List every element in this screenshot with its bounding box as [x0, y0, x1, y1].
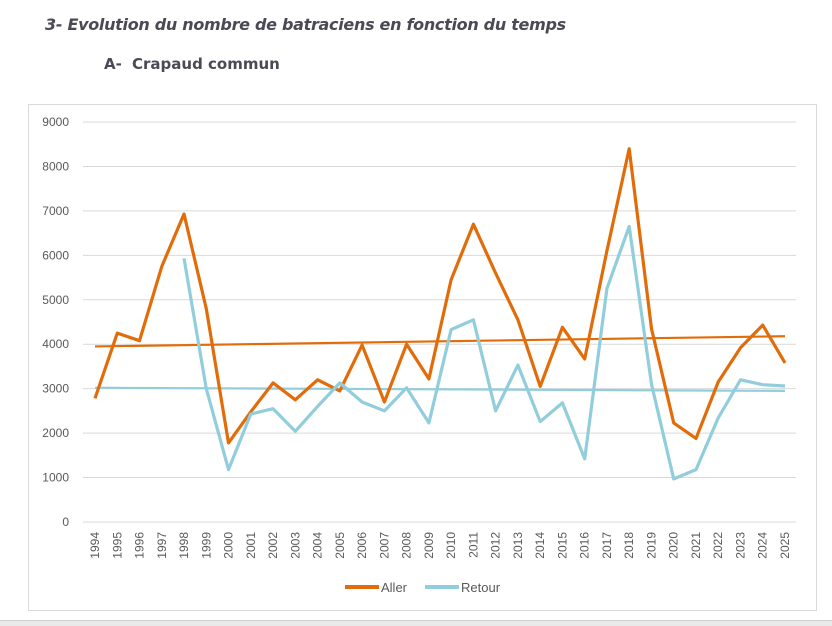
- x-tick-label: 2009: [422, 532, 436, 559]
- x-tick-label: 2005: [333, 532, 347, 559]
- x-tick-label: 2003: [288, 532, 302, 559]
- x-tick-label: 2025: [778, 532, 792, 559]
- x-tick-label: 2007: [377, 532, 391, 559]
- x-tick-label: 2010: [444, 532, 458, 559]
- x-tick-label: 2001: [244, 532, 258, 559]
- x-tick-label: 2012: [489, 532, 503, 559]
- legend: Aller Retour: [345, 580, 501, 595]
- y-axis-ticks: 0 1000 2000 3000 4000 5000 6000 7000 8000 9000: [42, 115, 69, 529]
- x-tick-label: 2020: [667, 532, 681, 559]
- legend-label-retour: Retour: [461, 580, 501, 595]
- series-line-aller: [95, 149, 785, 443]
- x-tick-label: 2002: [266, 532, 280, 559]
- y-tick-label: 4000: [42, 337, 69, 351]
- x-tick-label: 1996: [133, 532, 147, 559]
- y-tick-label: 7000: [42, 204, 69, 218]
- x-tick-label: 2014: [533, 532, 547, 559]
- y-tick-label: 8000: [42, 159, 69, 173]
- y-tick-label: 1000: [42, 471, 69, 485]
- x-tick-label: 2024: [756, 532, 770, 559]
- y-tick-label: 2000: [42, 426, 69, 440]
- y-tick-label: 0: [62, 515, 69, 529]
- x-tick-label: 2017: [600, 532, 614, 559]
- x-tick-label: 2013: [511, 532, 525, 559]
- x-tick-label: 2006: [355, 532, 369, 559]
- x-tick-label: 1994: [88, 532, 102, 559]
- x-tick-label: 2004: [311, 532, 325, 559]
- x-tick-label: 1995: [110, 532, 124, 559]
- series-line-retour: [184, 226, 785, 479]
- x-axis-ticks: 1994 1995 1996 1997 1998 1999 2000 2001 2002 2003…: [88, 532, 792, 559]
- y-tick-label: 6000: [42, 248, 69, 262]
- x-tick-label: 2022: [711, 532, 725, 559]
- x-tick-label: 2011: [466, 532, 480, 558]
- x-tick-label: 2015: [555, 532, 569, 559]
- series-lines: [95, 149, 785, 479]
- legend-label-aller: Aller: [381, 580, 408, 595]
- page-bottom-strip: [0, 620, 832, 626]
- x-tick-label: 2000: [222, 532, 236, 559]
- x-tick-label: 2016: [578, 532, 592, 559]
- x-tick-label: 2021: [689, 532, 703, 559]
- y-tick-label: 3000: [42, 382, 69, 396]
- x-tick-label: 2008: [400, 532, 414, 559]
- x-tick-label: 2019: [644, 532, 658, 559]
- x-tick-label: 2023: [733, 532, 747, 559]
- x-tick-label: 1999: [199, 532, 213, 559]
- x-tick-label: 2018: [622, 532, 636, 559]
- y-tick-label: 5000: [42, 293, 69, 307]
- x-tick-label: 1998: [177, 532, 191, 559]
- x-tick-label: 1997: [155, 532, 169, 559]
- gridlines: [83, 122, 796, 522]
- y-tick-label: 9000: [42, 115, 69, 129]
